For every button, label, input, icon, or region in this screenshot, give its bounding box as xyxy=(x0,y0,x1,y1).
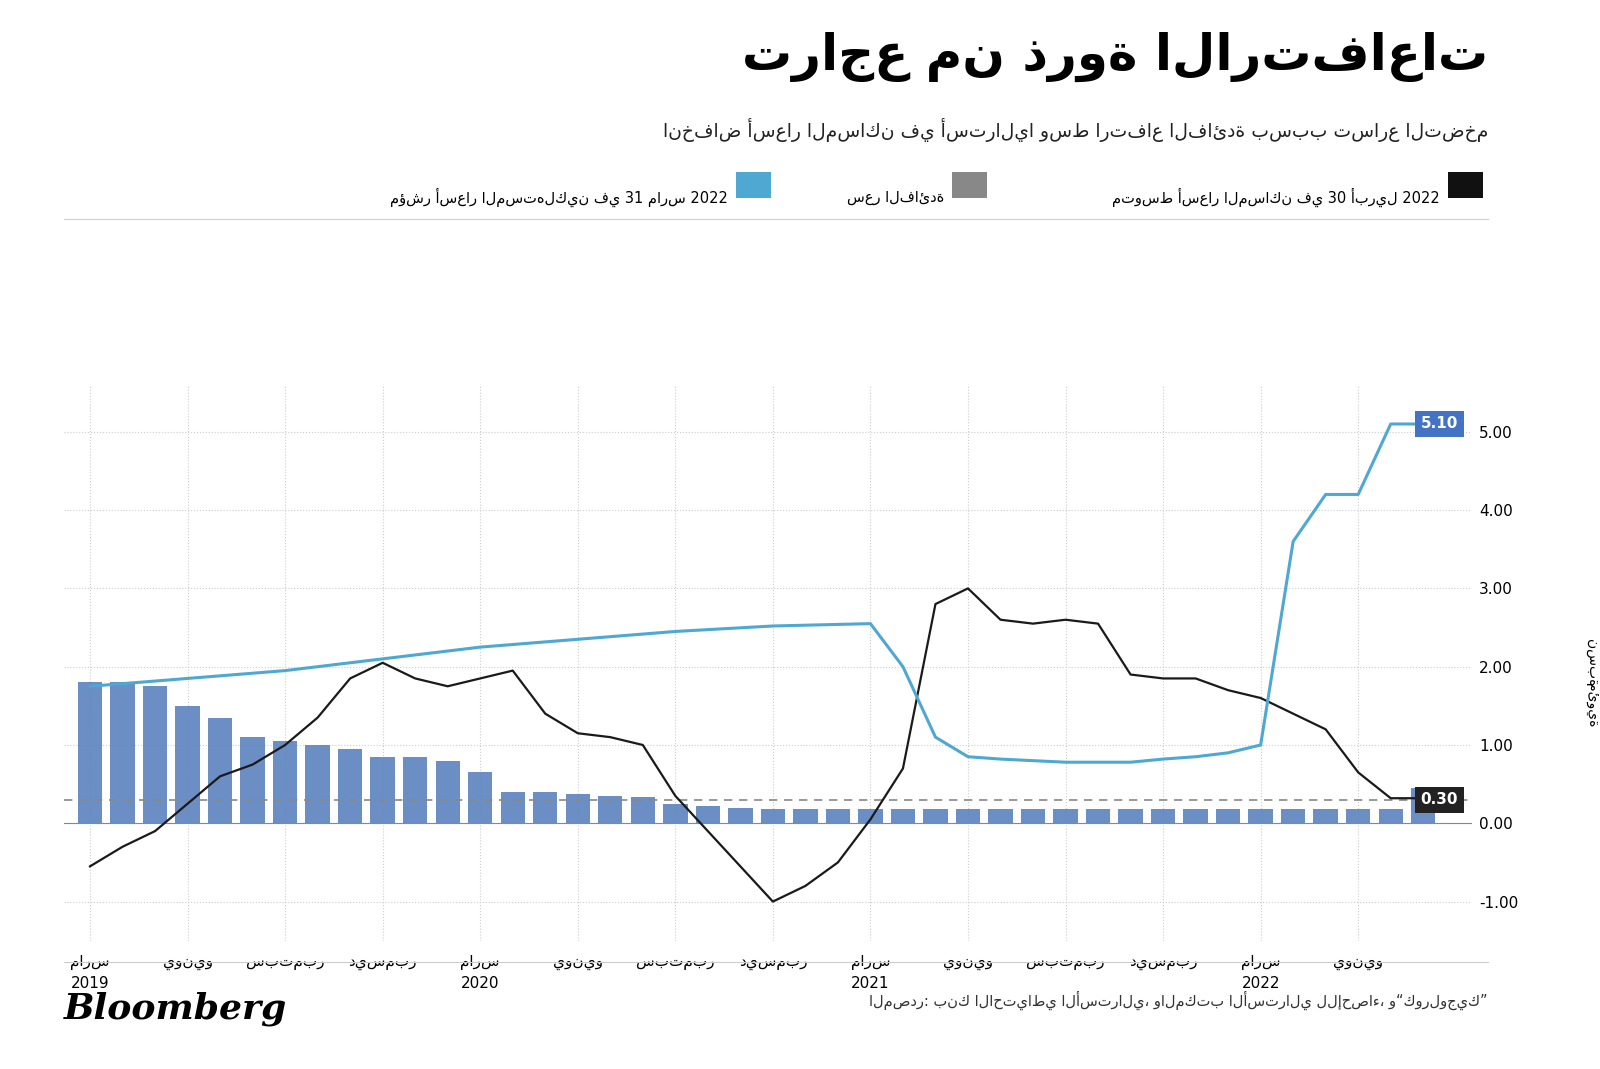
Bar xyxy=(1086,809,1110,823)
Bar xyxy=(728,807,752,823)
Text: 2022: 2022 xyxy=(1242,976,1280,991)
Bar xyxy=(662,804,688,823)
Text: متوسط أسعار المساكن في 30 أبريل 2022: متوسط أسعار المساكن في 30 أبريل 2022 xyxy=(1112,188,1440,207)
Bar xyxy=(1053,809,1078,823)
Bar xyxy=(371,757,395,823)
Bar xyxy=(110,682,134,823)
Text: 2019: 2019 xyxy=(70,976,109,991)
Text: مارس: مارس xyxy=(1242,955,1280,970)
Bar xyxy=(533,792,557,823)
Bar xyxy=(794,809,818,823)
Bar xyxy=(826,809,850,823)
Text: ديسمبر: ديسمبر xyxy=(1130,955,1197,970)
Bar xyxy=(989,809,1013,823)
Text: مارس: مارس xyxy=(70,955,110,970)
Bar xyxy=(955,809,981,823)
Bar xyxy=(923,809,947,823)
Bar xyxy=(760,809,786,823)
Text: سبتمبر: سبتمبر xyxy=(1026,955,1104,970)
Text: نسبة: نسبة xyxy=(1586,639,1598,686)
Text: سبتمبر: سبتمبر xyxy=(246,955,325,970)
Text: ديسمبر: ديسمبر xyxy=(739,955,806,970)
Text: انخفاض أسعار المساكن في أستراليا وسط ارتفاع الفائدة بسبب تسارع التضخم: انخفاض أسعار المساكن في أستراليا وسط ارت… xyxy=(662,118,1488,141)
Text: يونيو: يونيو xyxy=(1333,955,1382,970)
Text: مارس: مارس xyxy=(461,955,499,970)
Bar xyxy=(1216,809,1240,823)
Bar xyxy=(403,757,427,823)
Bar xyxy=(274,741,298,823)
Bar xyxy=(1346,809,1370,823)
Bar xyxy=(630,797,654,823)
Bar xyxy=(598,796,622,823)
Text: يونيو: يونيو xyxy=(942,955,994,970)
Text: 2021: 2021 xyxy=(851,976,890,991)
Bar xyxy=(1118,809,1142,823)
Text: مئوية: مئوية xyxy=(1586,683,1598,728)
Text: يونيو: يونيو xyxy=(552,955,603,970)
Text: المصدر: بنك الاحتياطي الأسترالي، والمكتب الأسترالي للإحصاء، و“كورلوجيك”: المصدر: بنك الاحتياطي الأسترالي، والمكتب… xyxy=(869,991,1488,1010)
Bar xyxy=(338,749,362,823)
Text: 2020: 2020 xyxy=(461,976,499,991)
Bar xyxy=(891,809,915,823)
Bar xyxy=(1150,809,1176,823)
Bar xyxy=(469,773,493,823)
Bar xyxy=(1184,809,1208,823)
Bar xyxy=(565,793,590,823)
Bar xyxy=(435,761,459,823)
Bar xyxy=(240,738,264,823)
Bar xyxy=(1379,809,1403,823)
Text: يونيو: يونيو xyxy=(163,955,213,970)
Bar xyxy=(858,809,883,823)
Bar xyxy=(1411,788,1435,823)
Text: ديسمبر: ديسمبر xyxy=(349,955,418,970)
Text: مؤشر أسعار المستهلكين في 31 مارس 2022: مؤشر أسعار المستهلكين في 31 مارس 2022 xyxy=(390,188,728,207)
Bar xyxy=(1282,809,1306,823)
Bar xyxy=(501,792,525,823)
Text: سبتمبر: سبتمبر xyxy=(637,955,715,970)
Text: Bloomberg: Bloomberg xyxy=(64,992,288,1026)
Bar xyxy=(142,686,168,823)
Bar xyxy=(208,717,232,823)
Text: تراجع من ذروة الارتفاعات: تراجع من ذروة الارتفاعات xyxy=(742,32,1488,82)
Text: سعر الفائدة: سعر الفائدة xyxy=(846,190,944,205)
Text: 0.30: 0.30 xyxy=(1421,792,1458,807)
Bar xyxy=(176,706,200,823)
Bar xyxy=(1021,809,1045,823)
Bar xyxy=(1314,809,1338,823)
Bar xyxy=(696,806,720,823)
Text: مارس: مارس xyxy=(851,955,890,970)
Bar xyxy=(306,745,330,823)
Bar xyxy=(78,682,102,823)
Bar xyxy=(1248,809,1274,823)
Text: 5.10: 5.10 xyxy=(1421,417,1458,432)
